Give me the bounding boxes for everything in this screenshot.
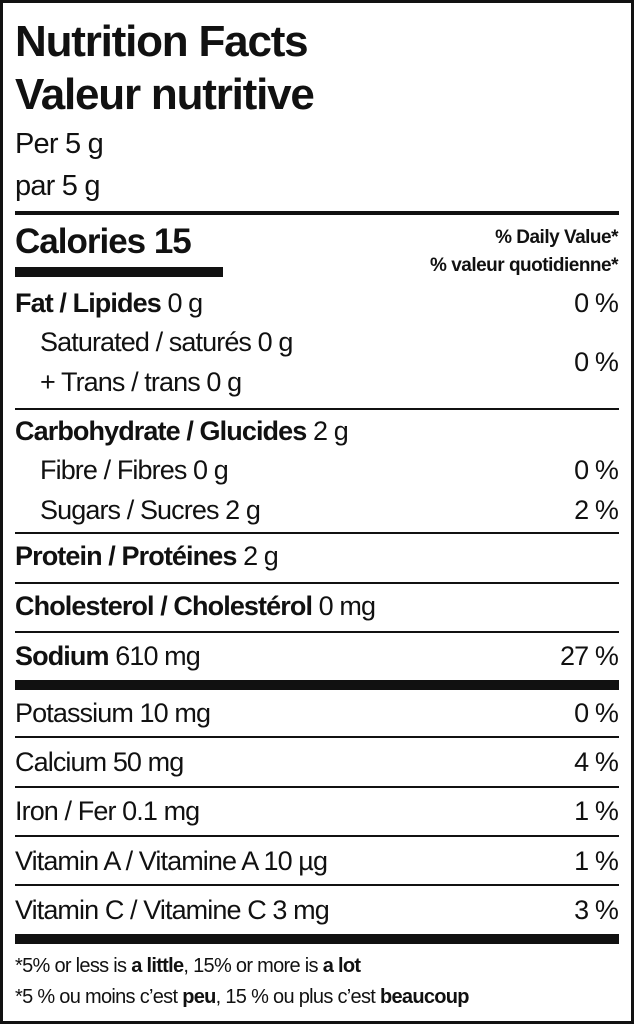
iron-row: Iron / Fer 0.1 mg xyxy=(15,796,200,826)
vitamin-c-dv: 3 % xyxy=(574,895,619,925)
divider xyxy=(15,835,619,837)
fat-row: Fat / Lipides 0 g xyxy=(15,288,203,318)
potassium-dv: 0 % xyxy=(574,698,619,728)
calcium-row: Calcium 50 mg xyxy=(15,747,184,777)
sat-trans-dv: 0 % xyxy=(574,347,619,377)
vitamin-c-row: Vitamin C / Vitamine C 3 mg xyxy=(15,895,330,925)
fat-dv: 0 % xyxy=(574,288,619,318)
divider xyxy=(15,786,619,788)
fibre-row: Fibre / Fibres 0 g xyxy=(40,455,229,485)
title-en: Nutrition Facts xyxy=(15,17,309,66)
serving-size-en: Per 5 g xyxy=(15,128,104,160)
carb-row: Carbohydrate / Glucides 2 g xyxy=(15,416,349,446)
iron-dv: 1 % xyxy=(574,796,619,826)
vitamin-a-dv: 1 % xyxy=(574,846,619,876)
trans-row: + Trans / trans 0 g xyxy=(40,367,242,397)
divider xyxy=(15,408,619,410)
footnote-en: *5% or less is a little, 15% or more is … xyxy=(15,955,361,977)
divider xyxy=(15,532,619,534)
protein-row: Protein / Protéines 2 g xyxy=(15,541,279,571)
calcium-dv: 4 % xyxy=(574,747,619,777)
divider xyxy=(15,736,619,738)
potassium-row: Potassium 10 mg xyxy=(15,698,211,728)
vitamin-a-row: Vitamin A / Vitamine A 10 µg xyxy=(15,846,328,876)
calories: Calories 15 xyxy=(15,222,192,261)
serving-size-fr: par 5 g xyxy=(15,170,100,202)
calories-bar xyxy=(15,267,223,277)
fibre-dv: 0 % xyxy=(574,455,619,485)
divider xyxy=(15,884,619,886)
thick-divider xyxy=(15,680,619,690)
sugars-dv: 2 % xyxy=(574,495,619,525)
thick-divider xyxy=(15,934,619,944)
divider xyxy=(15,582,619,584)
sodium-dv: 27 % xyxy=(560,641,619,671)
divider xyxy=(15,211,619,215)
dv-header-en: % Daily Value* xyxy=(495,227,618,248)
title-fr: Valeur nutritive xyxy=(15,70,315,119)
cholesterol-row: Cholesterol / Cholestérol 0 mg xyxy=(15,591,376,621)
dv-header-fr: % valeur quotidienne* xyxy=(430,255,618,276)
saturated-row: Saturated / saturés 0 g xyxy=(40,327,293,357)
divider xyxy=(15,631,619,633)
footnote-fr: *5 % ou moins c’est peu, 15 % ou plus c’… xyxy=(15,986,470,1008)
sodium-row: Sodium 610 mg xyxy=(15,641,201,671)
sugars-row: Sugars / Sucres 2 g xyxy=(40,495,261,525)
